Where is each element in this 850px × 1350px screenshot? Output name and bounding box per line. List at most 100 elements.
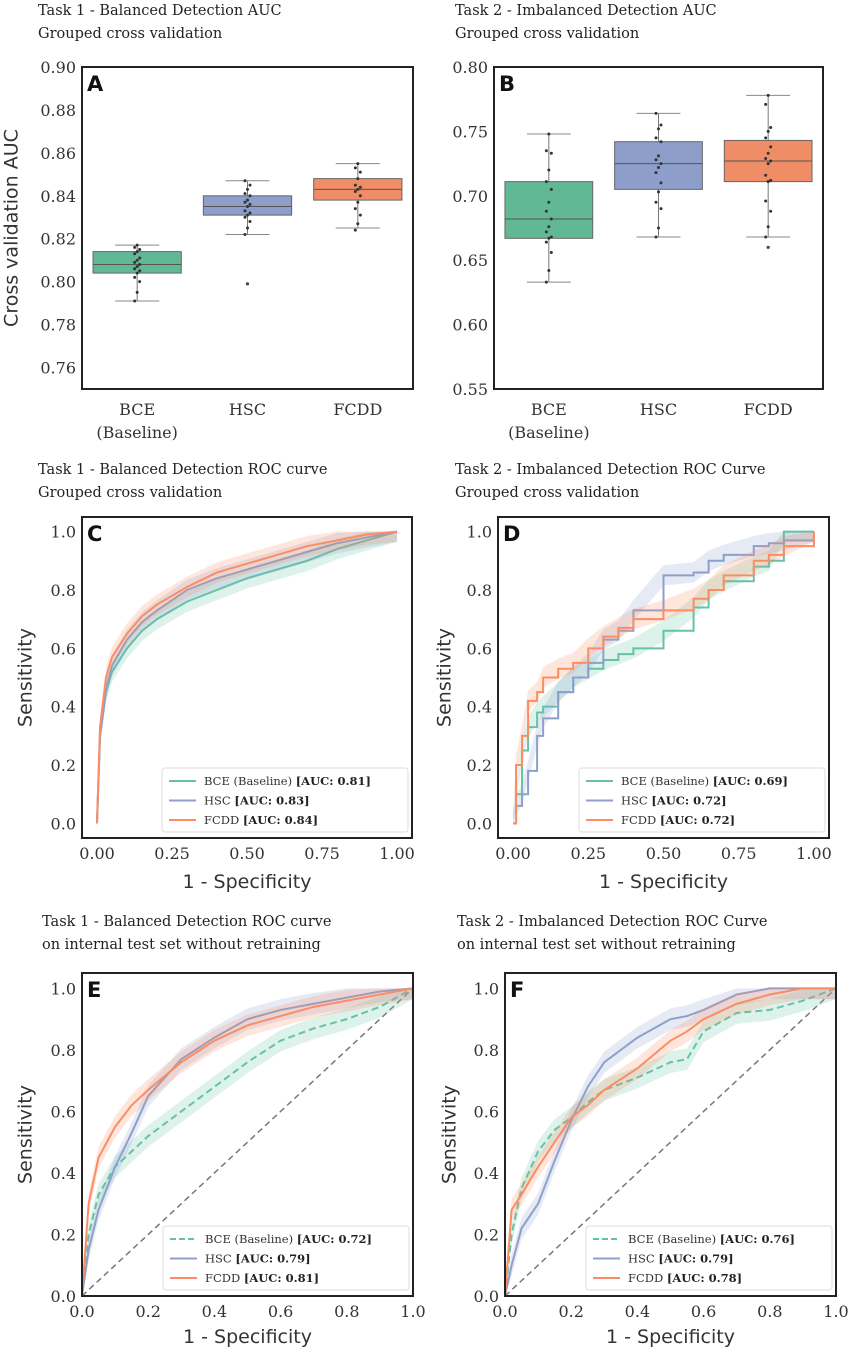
- box-hsc: [614, 141, 703, 190]
- legend-frame: [585, 1225, 833, 1291]
- data-point: [358, 194, 362, 198]
- y-tick-label: 0.8: [51, 581, 76, 600]
- panel-c: 0.0 0.2 0.4 0.6 0.8 1.0 Sensitivity 0.00 0.25 0.5…: [15, 516, 415, 893]
- y-tick-label: 0.60: [452, 316, 488, 335]
- data-point: [248, 183, 252, 187]
- x-category-label: HSC: [229, 400, 266, 419]
- legend-auc: [AUC: 0.81]: [244, 1271, 319, 1285]
- y-tick-label: 0.76: [40, 359, 76, 378]
- x-tick-label: 0.6: [268, 1302, 293, 1321]
- data-point: [544, 240, 548, 244]
- subtitle-line: Grouped cross validation: [455, 485, 640, 501]
- data-point: [654, 200, 658, 204]
- legend: BCE (Baseline) [AUC: 0.69] HSC [AUC: 0.72…: [578, 767, 826, 833]
- y-tick-label: 0.2: [51, 756, 76, 775]
- y-axis-label: Cross validation AUC: [1, 129, 23, 327]
- data-point: [766, 129, 770, 133]
- panel-e-title: Task 1 - Balanced Detection ROC curve on…: [42, 911, 331, 957]
- box-bce: [504, 181, 594, 239]
- legend-auc: [AUC: 0.78]: [667, 1271, 742, 1285]
- y-tick-label: 0.2: [467, 756, 492, 775]
- chance-diagonal: [504, 987, 837, 1297]
- data-point: [549, 235, 553, 239]
- data-point: [769, 178, 773, 182]
- legend-auc: [AUC: 0.79]: [235, 1252, 310, 1266]
- data-point: [358, 170, 362, 174]
- panel-a-title: Task 1 - Balanced Detection AUC Grouped …: [38, 0, 282, 46]
- legend-name: FCDD: [204, 813, 243, 827]
- roc-line-bce: [513, 530, 814, 825]
- data-point: [138, 262, 142, 266]
- x-tick-label: 0.6: [691, 1302, 716, 1321]
- x-tick-label: 0.00: [79, 844, 115, 863]
- data-point: [769, 145, 773, 149]
- legend: BCE (Baseline) [AUC: 0.81] HSC [AUC: 0.83…: [161, 767, 409, 833]
- subtitle-line: on internal test set without retraining: [42, 937, 321, 953]
- y-axis-label: Sensitivity: [439, 1085, 461, 1184]
- data-point: [243, 215, 247, 219]
- data-point: [246, 187, 249, 191]
- y-tick-label: 1.0: [51, 523, 76, 542]
- data-point: [248, 194, 252, 198]
- data-point: [133, 299, 137, 303]
- data-point: [353, 183, 357, 187]
- plot-frame: [81, 972, 414, 1297]
- x-tick-label: 0.00: [495, 844, 531, 863]
- data-point: [133, 260, 137, 264]
- data-point: [766, 162, 770, 166]
- legend-name: FCDD: [205, 1271, 244, 1285]
- x-axis-label: 1 - Specificity: [606, 1326, 735, 1348]
- legend-auc: [AUC: 0.84]: [243, 813, 318, 827]
- legend-name: BCE (Baseline): [205, 1232, 297, 1246]
- data-point: [246, 213, 249, 217]
- legend-entry-fcdd: FCDD [AUC: 0.81]: [205, 1271, 319, 1285]
- y-tick-label: 0.6: [51, 639, 76, 658]
- data-point: [135, 250, 139, 254]
- y-tick-label: 0.86: [40, 144, 76, 163]
- data-point: [766, 180, 770, 184]
- legend-entry-hsc: HSC [AUC: 0.79]: [628, 1252, 734, 1266]
- plot-frame: [504, 972, 837, 1297]
- data-point: [764, 235, 768, 239]
- data-point: [353, 228, 357, 232]
- data-point: [358, 185, 362, 189]
- data-point: [544, 280, 548, 284]
- legend-name: HSC: [621, 794, 651, 808]
- data-point: [356, 222, 360, 226]
- data-point: [659, 207, 663, 211]
- panel-b: 0.55 0.60 0.65 0.70 0.75 0.80 BCE (Baseline) HSC…: [452, 58, 824, 442]
- panel-letter: F: [510, 978, 524, 1002]
- box-bce: [92, 251, 182, 274]
- legend-name: FCDD: [628, 1271, 667, 1285]
- legend-entry-bce: BCE (Baseline) [AUC: 0.72]: [205, 1232, 372, 1246]
- title-line: Task 2 - Imbalanced Detection ROC Curve: [457, 914, 768, 930]
- legend-entry-fcdd: FCDD [AUC: 0.84]: [204, 813, 318, 827]
- data-point: [657, 226, 660, 230]
- x-category-label: BCE: [119, 400, 155, 419]
- data-point: [659, 181, 663, 185]
- legend-auc: [AUC: 0.72]: [297, 1232, 372, 1246]
- legend: BCE (Baseline) [AUC: 0.72] HSC [AUC: 0.79…: [162, 1225, 410, 1291]
- x-category-label: HSC: [640, 400, 677, 419]
- confidence-band-bce: [82, 988, 413, 1296]
- data-point: [133, 252, 137, 256]
- y-tick-label: 0.88: [40, 101, 76, 120]
- legend: BCE (Baseline) [AUC: 0.76] HSC [AUC: 0.79…: [585, 1225, 833, 1291]
- data-point: [356, 162, 360, 166]
- subtitle-line: on internal test set without retraining: [457, 937, 736, 953]
- data-point: [654, 158, 658, 162]
- y-tick-label: 0.8: [467, 581, 492, 600]
- legend-name: BCE (Baseline): [628, 1232, 720, 1246]
- data-point: [356, 177, 360, 181]
- data-point: [133, 245, 137, 249]
- data-point: [549, 151, 553, 155]
- panel-f-title: Task 2 - Imbalanced Detection ROC Curve …: [457, 911, 768, 957]
- data-point: [654, 136, 658, 140]
- data-point: [133, 267, 137, 271]
- legend-frame: [578, 767, 826, 833]
- y-tick-label: 0.4: [51, 1164, 76, 1183]
- data-point: [353, 190, 357, 194]
- panel-e: 0.0 0.2 0.4 0.6 0.8 1.0 Sensitivity 0.0 0.2 0.4 0.…: [15, 972, 426, 1348]
- x-category-label: FCDD: [333, 400, 382, 419]
